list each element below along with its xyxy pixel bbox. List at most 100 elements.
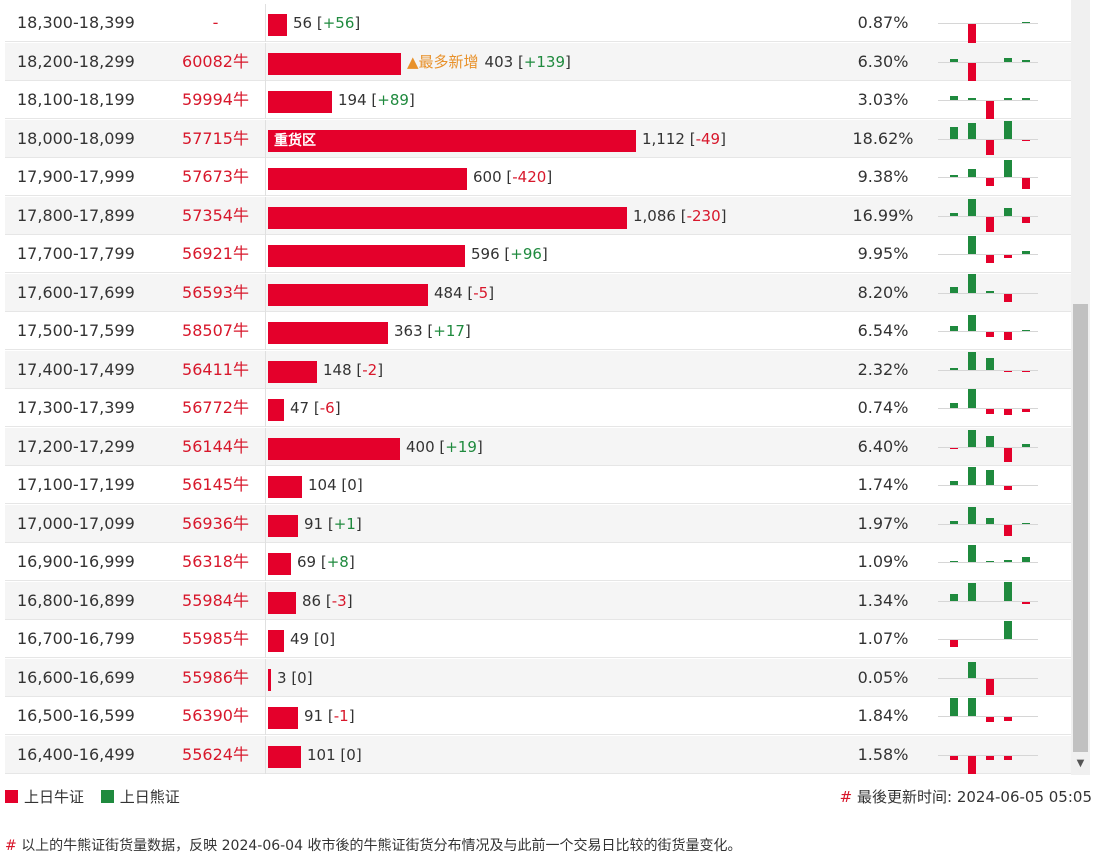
sparkline-baseline bbox=[938, 177, 1038, 178]
volume-change: 0 bbox=[297, 668, 307, 687]
table-row[interactable]: 17,000-17,099 56936牛 91 [+1] 1.97% bbox=[5, 504, 1071, 543]
range-cell: 18,000-18,099 bbox=[17, 128, 135, 148]
sparkline-bar bbox=[1004, 160, 1012, 177]
sparkline-bar bbox=[986, 678, 994, 695]
volume-value: 86 bbox=[302, 591, 322, 610]
range-cell: 18,100-18,199 bbox=[17, 90, 135, 109]
table-row[interactable]: 18,300-18,399 - 56 [+56] 0.87% bbox=[5, 4, 1071, 44]
warrant-code-link[interactable]: 56411牛 bbox=[166, 350, 266, 389]
volume-change: -420 bbox=[512, 168, 547, 186]
sparkline-bar bbox=[950, 403, 958, 408]
warrant-code-link[interactable]: 57354牛 bbox=[166, 196, 266, 235]
warrant-code-link[interactable]: 56772牛 bbox=[166, 389, 266, 427]
warrant-code-link[interactable]: 55984牛 bbox=[166, 581, 266, 620]
warrant-code-link[interactable]: 56145牛 bbox=[166, 466, 266, 504]
table-row[interactable]: 16,600-16,699 55986牛 3 [0] 0.05% bbox=[5, 658, 1071, 697]
volume-value: 47 bbox=[290, 399, 310, 417]
scroll-down-arrow-icon[interactable]: ▼ bbox=[1076, 758, 1085, 769]
sparkline-baseline bbox=[938, 331, 1038, 332]
history-sparkline bbox=[938, 736, 1038, 774]
sparkline-bar bbox=[1022, 251, 1030, 254]
volume-change: +89 bbox=[377, 91, 409, 109]
warrant-code-link[interactable]: 59994牛 bbox=[166, 81, 266, 119]
sparkline-bar bbox=[950, 286, 958, 293]
sparkline-baseline bbox=[938, 446, 1038, 448]
table-row[interactable]: 17,200-17,299 56144牛 400 [+19] 6.40% bbox=[5, 427, 1071, 466]
volume-change: -3 bbox=[331, 591, 347, 610]
sparkline-bar bbox=[950, 698, 958, 716]
history-sparkline bbox=[938, 389, 1038, 427]
scrollbar-thumb[interactable] bbox=[1073, 304, 1088, 752]
warrant-code-link[interactable]: 56921牛 bbox=[166, 235, 266, 273]
warrant-code-link[interactable]: 56318牛 bbox=[166, 543, 266, 581]
share-percent: 0.74% bbox=[857, 398, 909, 417]
warrant-code-link[interactable]: 58507牛 bbox=[166, 312, 266, 350]
volume-bar bbox=[268, 707, 298, 729]
sparkline-bar bbox=[1022, 522, 1030, 524]
warrant-code-link[interactable]: 60082牛 bbox=[166, 42, 266, 81]
table-row[interactable]: 16,900-16,999 56318牛 69 [+8] 1.09% bbox=[5, 543, 1071, 581]
warrant-code-link[interactable]: 57673牛 bbox=[166, 158, 266, 196]
warrant-code-link[interactable]: 55624牛 bbox=[166, 735, 266, 774]
sparkline-bar bbox=[1022, 557, 1030, 562]
table-row[interactable]: 16,400-16,499 55624牛 101 [0] 1.58% bbox=[5, 735, 1071, 774]
sparkline-bar bbox=[1004, 447, 1012, 462]
scrollbar[interactable]: ▼ bbox=[1071, 0, 1090, 775]
volume-value: 148 bbox=[323, 360, 352, 379]
sparkline-baseline bbox=[938, 485, 1038, 486]
table-row[interactable]: 17,900-17,999 57673牛 600 [-420] 9.38% bbox=[5, 158, 1071, 196]
table-row[interactable]: 17,800-17,899 57354牛 1,086 [-230] 16.99% bbox=[5, 196, 1071, 235]
sparkline-bar bbox=[968, 236, 976, 254]
volume-label: 69 [+8] bbox=[297, 553, 355, 571]
volume-change: -1 bbox=[333, 707, 349, 725]
table-row[interactable]: 17,400-17,499 56411牛 148 [-2] 2.32% bbox=[5, 350, 1071, 389]
sparkline-bar bbox=[1004, 120, 1012, 139]
volume-value: 363 bbox=[394, 322, 423, 340]
volume-change: -6 bbox=[319, 399, 335, 417]
table-row[interactable]: 18,000-18,099 57715牛 重货区 1,112 [-49] 18.62% bbox=[5, 119, 1071, 158]
table-row[interactable]: 18,200-18,299 60082牛 ▲最多新增 403 [+139] 6.30% bbox=[5, 42, 1071, 81]
table-row[interactable]: 16,800-16,899 55984牛 86 [-3] 1.34% bbox=[5, 581, 1071, 620]
sparkline-bar bbox=[968, 582, 976, 601]
history-sparkline bbox=[938, 428, 1038, 466]
table-row[interactable]: 18,100-18,199 59994牛 194 [+89] 3.03% bbox=[5, 81, 1071, 119]
sparkline-bar bbox=[1022, 330, 1030, 331]
warrant-code-link[interactable]: 56936牛 bbox=[166, 504, 266, 543]
warrant-code-link[interactable]: 57715牛 bbox=[166, 119, 266, 158]
sparkline-bar bbox=[950, 58, 958, 62]
table-row[interactable]: 17,600-17,699 56593牛 484 [-5] 8.20% bbox=[5, 273, 1071, 312]
volume-bar: 重货区 bbox=[268, 129, 636, 152]
table-row[interactable]: 17,300-17,399 56772牛 47 [-6] 0.74% bbox=[5, 389, 1071, 427]
sparkline-bar bbox=[1004, 57, 1012, 62]
range-cell: 17,400-17,499 bbox=[17, 359, 135, 379]
table-row[interactable]: 17,500-17,599 58507牛 363 [+17] 6.54% bbox=[5, 312, 1071, 350]
sparkline-baseline bbox=[938, 254, 1038, 255]
table-row[interactable]: 16,500-16,599 56390牛 91 [-1] 1.84% bbox=[5, 697, 1071, 735]
bear-swatch-icon bbox=[100, 790, 114, 803]
volume-value: 403 bbox=[484, 52, 514, 71]
share-percent: 9.38% bbox=[857, 167, 909, 186]
table-row[interactable]: 17,700-17,799 56921牛 596 [+96] 9.95% bbox=[5, 235, 1071, 273]
volume-value: 91 bbox=[304, 514, 324, 533]
table-row[interactable]: 17,100-17,199 56145牛 104 [0] 1.74% bbox=[5, 466, 1071, 504]
volume-bar bbox=[268, 206, 627, 229]
warrant-code-link[interactable]: - bbox=[166, 4, 266, 42]
volume-change: +139 bbox=[523, 52, 566, 71]
volume-bar bbox=[268, 437, 400, 460]
sparkline-bar bbox=[1022, 139, 1030, 141]
warrant-code-link[interactable]: 56593牛 bbox=[166, 273, 266, 312]
sparkline-baseline bbox=[938, 677, 1038, 679]
warrant-code-link[interactable]: 55985牛 bbox=[166, 620, 266, 658]
volume-label: 484 [-5] bbox=[434, 283, 495, 302]
volume-label: 91 [-1] bbox=[304, 707, 355, 725]
warrant-code-link[interactable]: 56144牛 bbox=[166, 427, 266, 466]
sparkline-bar bbox=[968, 315, 976, 331]
sparkline-bar bbox=[986, 139, 994, 155]
table-row[interactable]: 16,700-16,799 55985牛 49 [0] 1.07% bbox=[5, 620, 1071, 658]
sparkline-bar bbox=[986, 332, 994, 337]
volume-bar bbox=[268, 245, 465, 267]
warrant-code-link[interactable]: 55986牛 bbox=[166, 658, 266, 697]
sparkline-bar bbox=[968, 122, 976, 139]
sparkline-bar bbox=[1004, 332, 1012, 340]
warrant-code-link[interactable]: 56390牛 bbox=[166, 697, 266, 735]
